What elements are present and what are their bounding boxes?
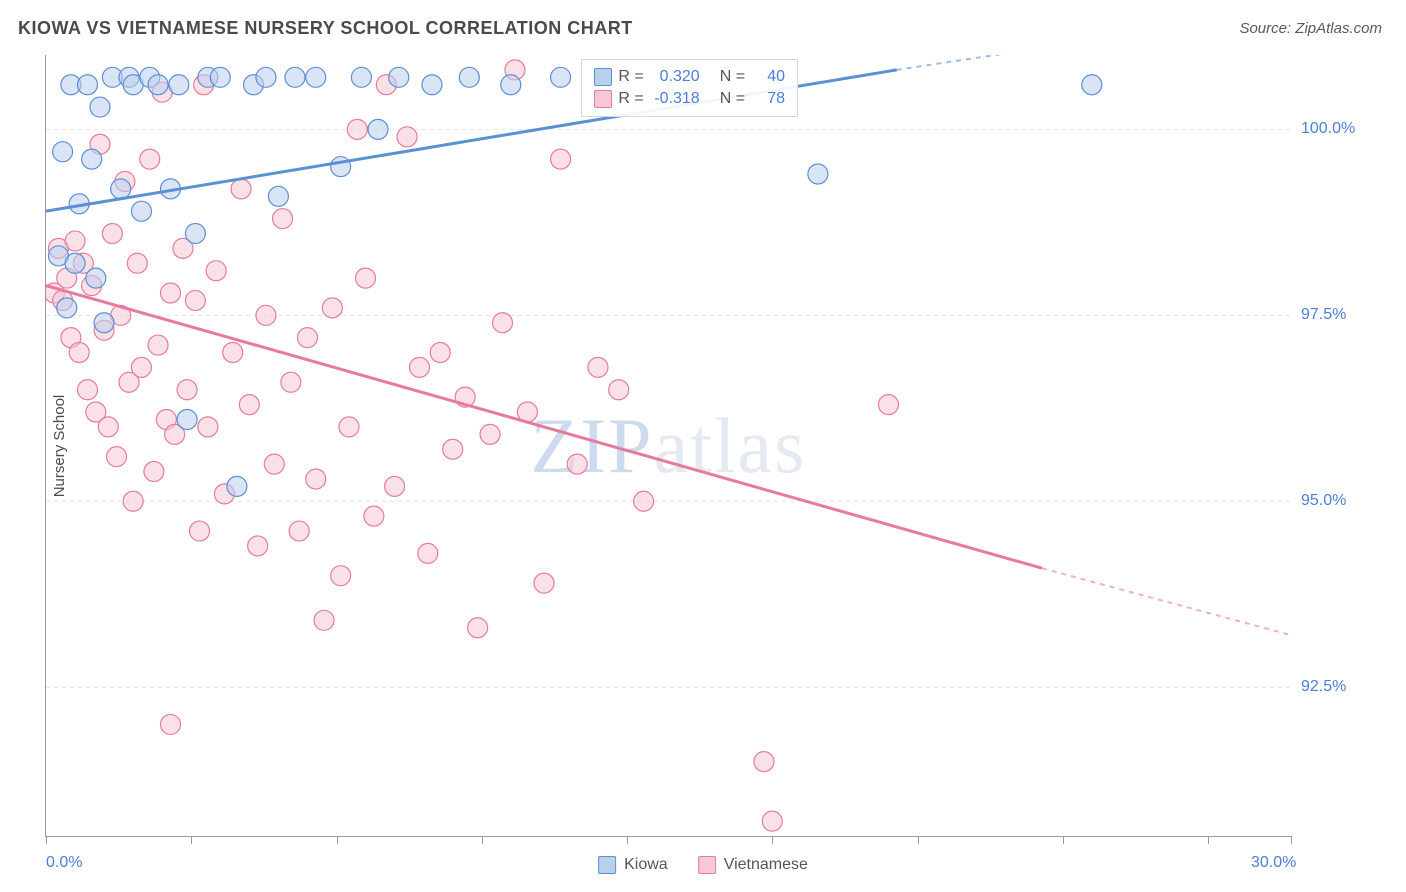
r-value: -0.318 — [650, 90, 700, 108]
legend-item: Kiowa — [598, 856, 668, 874]
x-tick-mark — [627, 836, 628, 844]
x-tick-mark — [918, 836, 919, 844]
y-tick-label: 97.5% — [1301, 306, 1391, 324]
legend-label: Vietnamese — [724, 856, 808, 874]
legend-swatch — [598, 856, 616, 874]
y-tick-label: 100.0% — [1301, 120, 1391, 138]
legend-item: Vietnamese — [698, 856, 808, 874]
x-tick-mark — [1063, 836, 1064, 844]
series-legend: Kiowa Vietnamese — [598, 856, 808, 874]
scatter-plot-area: ZIPatlas R =0.320N =40R =-0.318N =78 92.… — [45, 55, 1291, 837]
stats-legend: R = 0.320 N = 40 R = -0.318 N = 78 — [581, 59, 798, 117]
x-tick-mark — [191, 836, 192, 844]
stats-legend-row: R = -0.318 N = 78 — [594, 88, 785, 110]
r-label: R = — [618, 68, 643, 86]
scatter-svg — [46, 55, 1291, 836]
x-tick-mark — [772, 836, 773, 844]
r-label: R = — [618, 90, 643, 108]
n-label: N = — [720, 68, 745, 86]
x-tick-mark — [1208, 836, 1209, 844]
chart-source: Source: ZipAtlas.com — [1239, 20, 1382, 37]
x-tick-label: 0.0% — [46, 854, 82, 872]
x-tick-mark — [46, 836, 47, 844]
y-tick-label: 92.5% — [1301, 678, 1391, 696]
legend-swatch — [594, 68, 612, 86]
n-value: 40 — [751, 68, 785, 86]
x-tick-mark — [482, 836, 483, 844]
r-value: 0.320 — [650, 68, 700, 86]
y-tick-label: 95.0% — [1301, 492, 1391, 510]
stats-legend-row: R = 0.320 N = 40 — [594, 66, 785, 88]
legend-swatch — [698, 856, 716, 874]
chart-header: KIOWA VS VIETNAMESE NURSERY SCHOOL CORRE… — [0, 0, 1406, 49]
x-tick-mark — [1291, 836, 1292, 844]
chart-title: KIOWA VS VIETNAMESE NURSERY SCHOOL CORRE… — [18, 18, 633, 39]
n-value: 78 — [751, 90, 785, 108]
legend-swatch — [594, 90, 612, 108]
legend-label: Kiowa — [624, 856, 668, 874]
x-tick-label: 30.0% — [1251, 854, 1296, 872]
n-label: N = — [720, 90, 745, 108]
x-tick-mark — [337, 836, 338, 844]
